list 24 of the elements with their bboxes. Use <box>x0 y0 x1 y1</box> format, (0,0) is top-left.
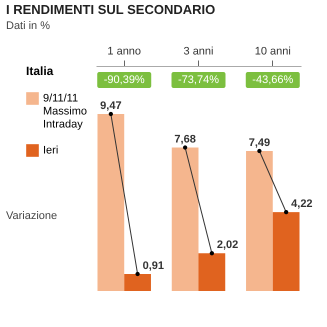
legend-label: Ieri <box>43 144 58 156</box>
data-label: 7,68 <box>174 133 196 146</box>
legend-label: 9/11/11 Massimo Intraday <box>43 92 88 130</box>
bar <box>198 253 226 291</box>
data-label: 7,49 <box>248 137 270 150</box>
data-label: 4,22 <box>291 198 313 210</box>
x-tick-label: 10 anni <box>254 46 291 58</box>
text: -73,74% <box>178 74 220 86</box>
bar <box>97 114 124 291</box>
text: -43,66% <box>252 74 294 86</box>
data-label: 2,02 <box>216 239 238 252</box>
legend-title: Italia <box>26 64 54 78</box>
data-label: 9,47 <box>100 100 122 112</box>
chart-title: I RENDIMENTI SUL SECONDARIO <box>6 2 216 17</box>
x-tick-label: 1 anno <box>107 46 142 58</box>
bar <box>272 212 300 291</box>
text: -90,39% <box>104 74 145 86</box>
bar <box>124 274 151 291</box>
bar <box>172 147 198 291</box>
x-tick-label: 3 anni <box>184 46 214 58</box>
chart-subtitle: Dati in % <box>6 20 50 32</box>
text: Variazione <box>6 210 58 222</box>
bar <box>246 151 273 291</box>
data-label: 0,91 <box>142 260 164 272</box>
